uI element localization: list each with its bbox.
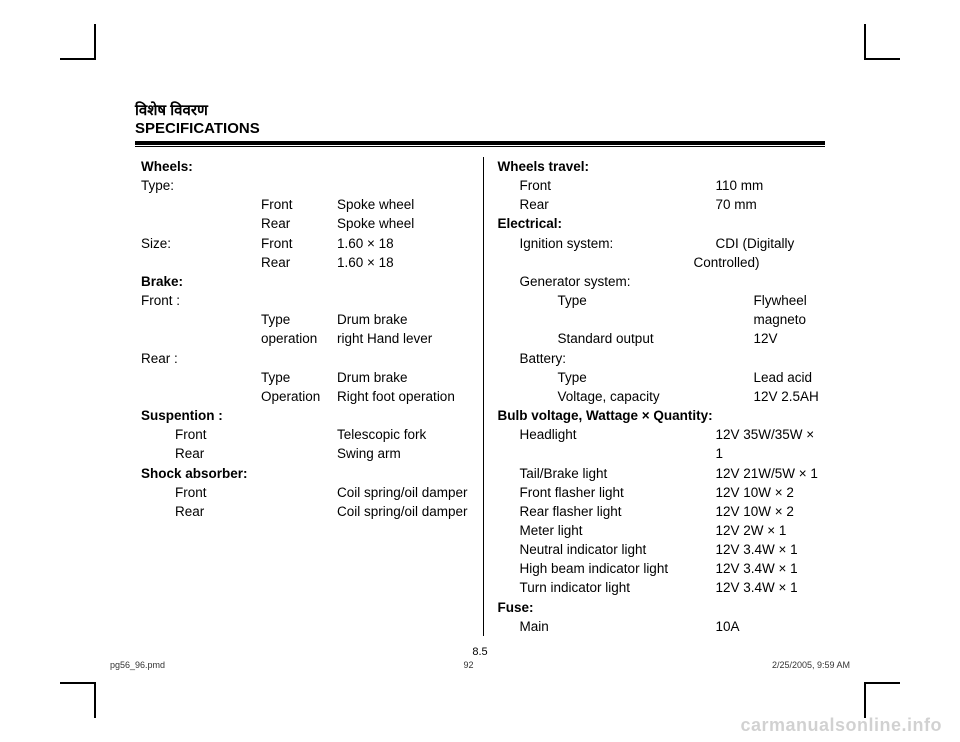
size-rear-key: Rear <box>261 253 337 272</box>
headlight-key: Headlight <box>498 425 716 463</box>
front-flasher-key: Front flasher light <box>498 483 716 502</box>
type-rear-key: Rear <box>261 214 337 233</box>
crop-mark-bl <box>60 682 96 718</box>
rear-flasher-key: Rear flasher light <box>498 502 716 521</box>
type-front-val: Spoke wheel <box>337 195 469 214</box>
bat-vc-val: 12V 2.5AH <box>754 387 826 406</box>
rear-flasher-val: 12V 10W × 2 <box>716 502 826 521</box>
brake-rear-type-key: Type <box>261 368 337 387</box>
crop-mark-tr <box>864 24 900 60</box>
generator-key: Generator system: <box>498 272 716 291</box>
header-hindi: विशेष विवरण <box>135 100 825 120</box>
shock-rear-val: Coil spring/oil damper <box>337 502 469 521</box>
brake-front-op-val: right Hand lever <box>337 329 469 348</box>
fuse-main-val: 10A <box>716 617 826 636</box>
left-column: Wheels: Type: FrontSpoke wheel RearSpoke… <box>135 157 484 636</box>
wt-front-key: Front <box>498 176 716 195</box>
header-english: SPECIFICATIONS <box>135 120 825 137</box>
suspension-heading: Suspention : <box>141 406 261 425</box>
electrical-heading: Electrical: <box>498 214 563 233</box>
footer-file: pg56_96.pmd <box>110 660 165 670</box>
wt-rear-val: 70 mm <box>716 195 826 214</box>
tailbrake-val: 12V 21W/5W × 1 <box>716 464 826 483</box>
ignition-key: Ignition system: <box>498 234 716 253</box>
front-flasher-val: 12V 10W × 2 <box>716 483 826 502</box>
wt-rear-key: Rear <box>498 195 716 214</box>
brake-front-type-key: Type <box>261 310 337 329</box>
brake-rear-op-val: Right foot operation <box>337 387 469 406</box>
page-content: विशेष विवरण SPECIFICATIONS Wheels: Type:… <box>135 100 825 658</box>
ignition-val-2: Controlled) <box>694 253 826 272</box>
wheels-travel-heading: Wheels travel: <box>498 157 590 176</box>
size-rear-val: 1.60 × 18 <box>337 253 469 272</box>
turn-ind-key: Turn indicator light <box>498 578 716 597</box>
turn-ind-val: 12V 3.4W × 1 <box>716 578 826 597</box>
meter-light-key: Meter light <box>498 521 716 540</box>
bulb-heading: Bulb voltage, Wattage × Quantity: <box>498 406 713 425</box>
gen-type-val: Flywheel magneto <box>754 291 826 329</box>
type-label: Type: <box>141 176 261 195</box>
brake-front-label: Front : <box>141 291 261 310</box>
brake-front-op-key: operation <box>261 329 337 348</box>
watermark: carmanualsonline.info <box>740 715 942 736</box>
footer-timestamp: 2/25/2005, 9:59 AM <box>772 660 850 670</box>
fuse-heading: Fuse: <box>498 598 534 617</box>
bat-type-key: Type <box>498 368 754 387</box>
shock-rear-key: Rear <box>175 502 251 521</box>
susp-rear-val: Swing arm <box>337 444 469 463</box>
bat-vc-key: Voltage, capacity <box>498 387 754 406</box>
susp-front-key: Front <box>175 425 251 444</box>
gen-std-key: Standard output <box>498 329 754 348</box>
brake-front-type-val: Drum brake <box>337 310 469 329</box>
type-front-key: Front <box>261 195 337 214</box>
neutral-ind-val: 12V 3.4W × 1 <box>716 540 826 559</box>
type-rear-val: Spoke wheel <box>337 214 469 233</box>
shock-front-key: Front <box>175 483 251 502</box>
highbeam-ind-key: High beam indicator light <box>498 559 716 578</box>
brake-rear-type-val: Drum brake <box>337 368 469 387</box>
shock-heading: Shock absorber: <box>141 464 248 483</box>
highbeam-ind-val: 12V 3.4W × 1 <box>716 559 826 578</box>
brake-heading: Brake: <box>141 272 261 291</box>
shock-front-val: Coil spring/oil damper <box>337 483 469 502</box>
bat-type-val: Lead acid <box>754 368 826 387</box>
crop-mark-tl <box>60 24 96 60</box>
page-header: विशेष विवरण SPECIFICATIONS <box>135 100 825 137</box>
spec-columns: Wheels: Type: FrontSpoke wheel RearSpoke… <box>135 157 825 636</box>
right-column: Wheels travel: Front110 mm Rear70 mm Ele… <box>484 157 826 636</box>
size-front-val: 1.60 × 18 <box>337 234 469 253</box>
brake-rear-op-key: Operation <box>261 387 337 406</box>
gen-type-key: Type <box>498 291 754 329</box>
print-footer: pg56_96.pmd 92 2/25/2005, 9:59 AM <box>110 660 850 670</box>
rule-thin <box>135 146 825 147</box>
size-label: Size: <box>141 234 261 253</box>
rule-thick <box>135 141 825 145</box>
wt-front-val: 110 mm <box>716 176 826 195</box>
battery-key: Battery: <box>498 349 716 368</box>
gen-std-val: 12V <box>754 329 826 348</box>
headlight-val: 12V 35W/35W × 1 <box>716 425 826 463</box>
susp-front-val: Telescopic fork <box>337 425 469 444</box>
size-front-key: Front <box>261 234 337 253</box>
tailbrake-key: Tail/Brake light <box>498 464 716 483</box>
susp-rear-key: Rear <box>175 444 251 463</box>
neutral-ind-key: Neutral indicator light <box>498 540 716 559</box>
meter-light-val: 12V 2W × 1 <box>716 521 826 540</box>
wheels-heading: Wheels: <box>141 157 261 176</box>
fuse-main-key: Main <box>498 617 716 636</box>
ignition-val-1: CDI (Digitally <box>716 234 826 253</box>
page-number: 8.5 <box>135 646 825 658</box>
brake-rear-label: Rear : <box>141 349 261 368</box>
crop-mark-br <box>864 682 900 718</box>
footer-page: 92 <box>463 660 473 670</box>
